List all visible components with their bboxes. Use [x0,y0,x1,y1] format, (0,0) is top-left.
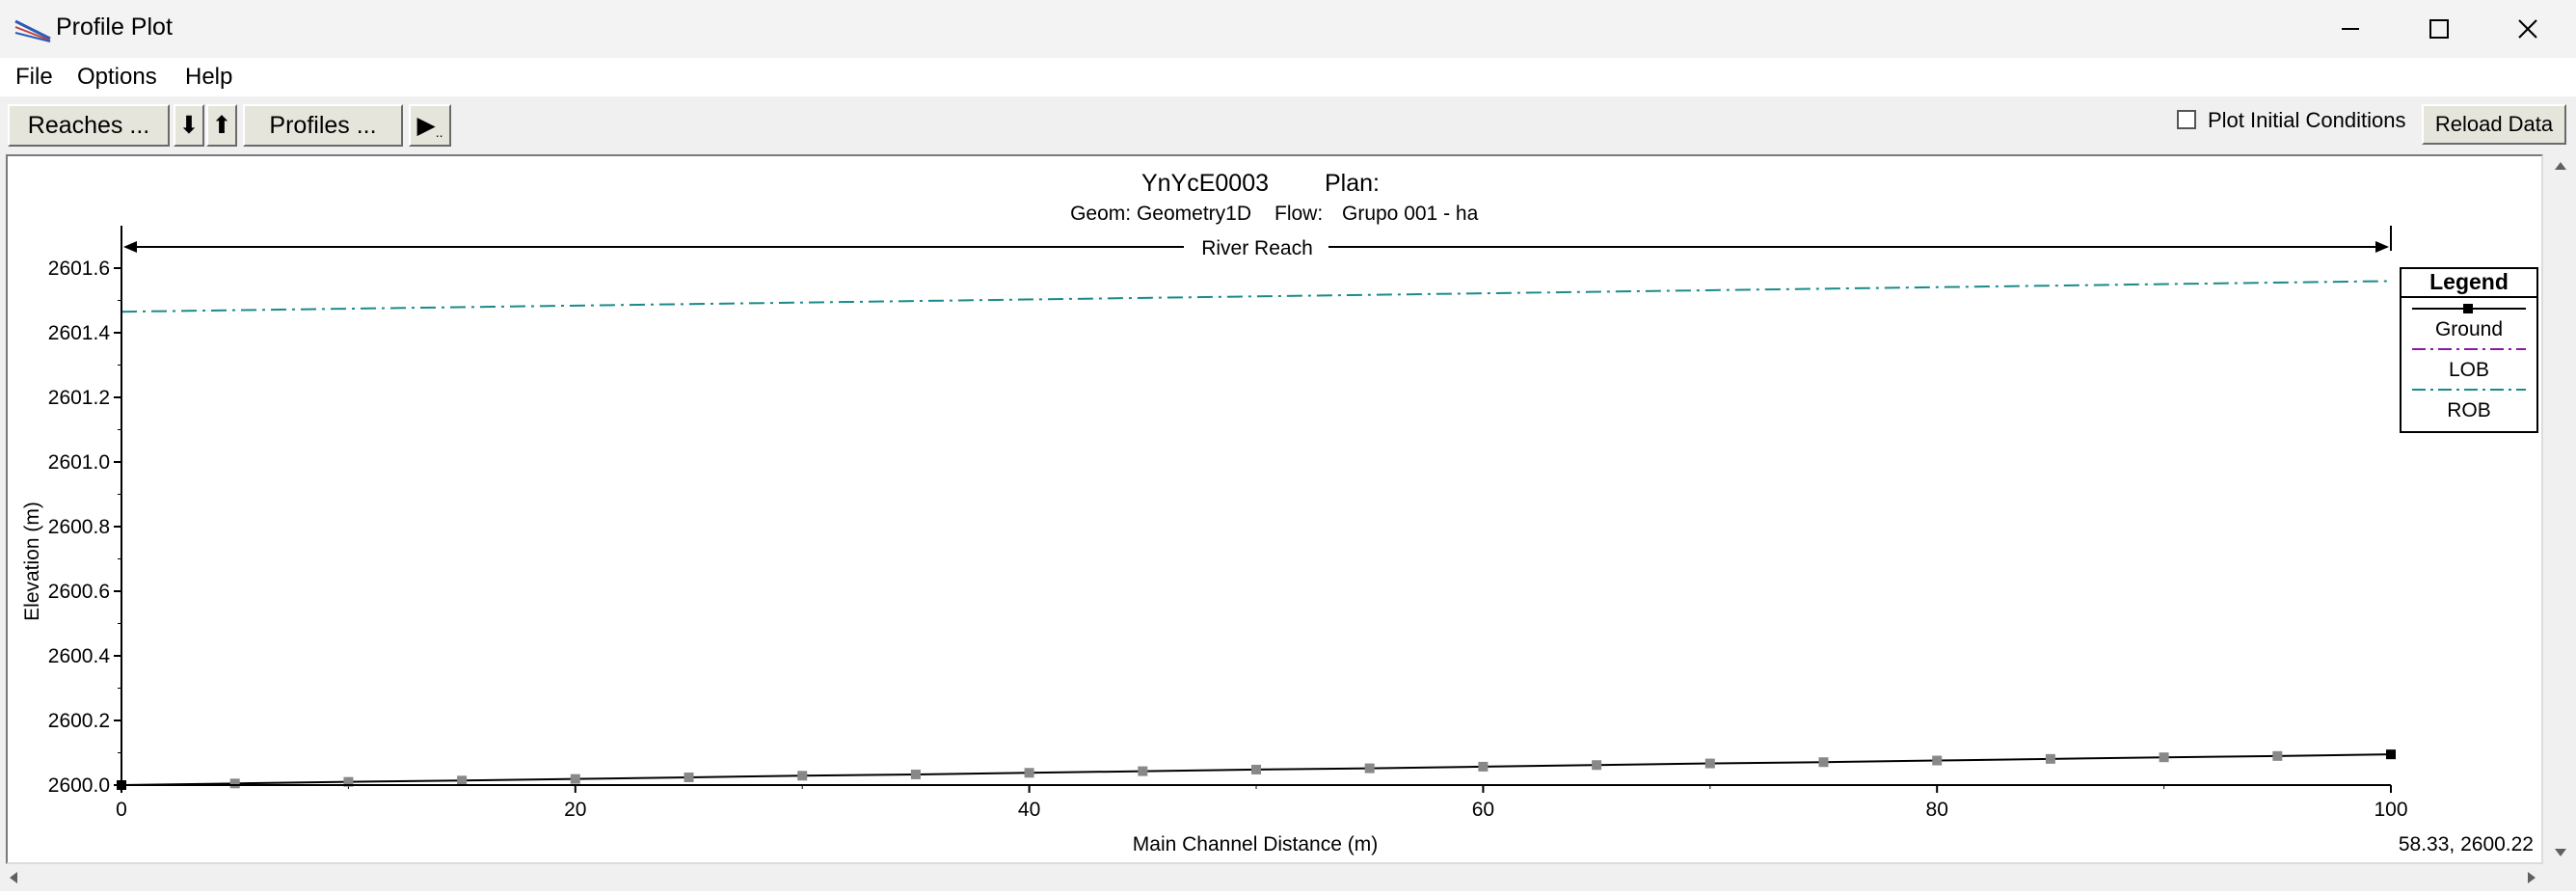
scrollbar-corner [2545,864,2576,891]
x-tick-label: 20 [564,799,586,821]
menu-help[interactable]: Help [185,64,233,90]
ground-point [1138,766,1148,776]
legend-ground-label: Ground [2435,318,2503,340]
ground-point [2386,749,2396,760]
move-up-button[interactable]: ⬆ [206,104,237,147]
menu-options[interactable]: Options [77,64,157,90]
close-button[interactable] [2483,0,2572,58]
y-axis-ticks: 2600.0 2600.2 2600.4 2600.6 2600.8 2601.0 2601… [48,258,121,797]
ground-point [2159,752,2169,763]
move-down-button[interactable]: ⬇ [174,104,204,147]
horizontal-scrollbar[interactable] [0,864,2545,891]
scroll-left-icon [10,872,17,883]
plot-panel[interactable]: 2600.0 2600.2 2600.4 2600.6 2600.8 2601.0 2601… [6,154,2543,864]
minimize-icon [2342,28,2359,30]
ground-point [1818,757,1829,768]
plot-initial-conditions-checkbox[interactable] [2177,110,2196,129]
ground-point [2272,750,2283,761]
menu-bar [0,58,2576,96]
y-tick-label: 2601.6 [48,258,110,280]
reach-arrowhead-right-icon [2375,241,2389,253]
series-line-rob [121,280,2392,313]
ground-point [457,775,468,786]
y-tick-label: 2600.8 [48,516,110,538]
y-axis-label: Elevation (m) [21,502,43,621]
profile-chart[interactable]: 2600.0 2600.2 2600.4 2600.6 2600.8 2601.0 2601… [8,156,2541,862]
legend-ground-marker [2463,304,2473,313]
play-icon: ▶ [416,112,436,139]
ground-point [229,778,240,789]
ground-point [1932,755,1943,766]
y-tick-label: 2601.4 [48,322,111,344]
play-dots: .. [435,124,443,140]
plan-label: Plan: [1325,170,1380,197]
x-tick-label: 100 [2374,799,2407,821]
ground-point [797,771,808,781]
cursor-readout: 58.33, 2600.22 [2399,833,2534,855]
ground-point [684,772,694,782]
y-tick-label: 2600.2 [48,710,110,732]
scroll-up-icon [2555,162,2566,170]
x-axis-ticks: 0 20 40 60 80 100 [116,785,2408,821]
legend: Legend Ground LOB ROB [2400,267,2538,433]
plot-initial-conditions-label: Plot Initial Conditions [2208,108,2406,132]
flow-label: Flow: [1275,203,1323,225]
plot-title: YnYcE0003 [1141,170,1269,197]
ground-point [2045,753,2055,764]
x-tick-label: 0 [116,799,127,821]
ground-point [1478,761,1489,772]
profiles-button[interactable]: Profiles ... [243,104,403,147]
scroll-right-icon [2528,872,2536,883]
ground-point [1704,758,1715,769]
maximize-button[interactable] [2395,0,2483,58]
window-title: Profile Plot [56,14,173,41]
profile-plot-app-icon [14,19,51,42]
legend-lob-label: LOB [2449,359,2489,381]
x-tick-label: 40 [1018,799,1040,821]
maximize-icon [2429,19,2449,39]
legend-title: Legend [2429,269,2509,294]
close-icon [2518,19,2537,39]
y-tick-label: 2600.0 [48,774,110,797]
chart-series [117,280,2396,790]
reach-label: River Reach [1201,237,1313,259]
animate-button[interactable]: ▶.. [409,104,451,147]
vertical-scrollbar[interactable] [2545,154,2576,864]
ground-point [570,774,580,784]
x-tick-label: 80 [1926,799,1948,821]
y-tick-label: 2600.6 [48,581,110,603]
ground-point [1251,764,1261,774]
reaches-button[interactable]: Reaches ... [8,104,170,147]
horizontal-scrollbar-track [10,872,2536,883]
reach-arrowhead-left-icon [123,241,137,253]
y-tick-label: 2600.4 [48,645,111,667]
ground-point [910,769,921,779]
legend-rob-label: ROB [2447,399,2491,421]
y-tick-label: 2601.0 [48,451,110,474]
minimize-button[interactable] [2306,0,2395,58]
ground-point [343,776,354,787]
title-bar[interactable]: Profile Plot [0,0,2576,58]
x-tick-label: 60 [1472,799,1494,821]
ground-point [1592,760,1602,771]
x-axis-label: Main Channel Distance (m) [1133,833,1378,855]
ground-point [1364,763,1375,774]
scroll-down-icon [2555,849,2566,856]
y-tick-label: 2601.2 [48,387,110,409]
ground-point [1024,768,1034,778]
geom-label: Geom: Geometry1D [1070,203,1251,225]
vertical-scrollbar-track [2555,162,2566,856]
flow-value: Grupo 001 - ha [1342,203,1479,225]
menu-file[interactable]: File [15,64,53,90]
reload-data-button[interactable]: Reload Data [2422,104,2566,145]
arrow-up-icon: ⬆ [211,112,232,139]
arrow-down-icon: ⬇ [178,112,200,139]
